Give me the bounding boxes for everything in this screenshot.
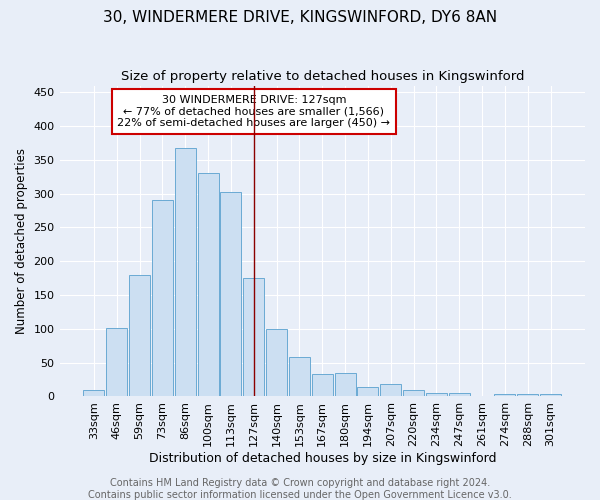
Bar (152, 200, 173, 396)
Bar (312, 374, 333, 396)
Bar (517, 394, 538, 396)
Title: Size of property relative to detached houses in Kingswinford: Size of property relative to detached ho… (121, 70, 524, 83)
Bar (335, 373, 356, 396)
Bar (175, 148, 196, 396)
Y-axis label: Number of detached properties: Number of detached properties (15, 148, 28, 334)
Bar (129, 275, 150, 396)
Bar (243, 278, 264, 396)
Bar (106, 328, 127, 396)
Bar (266, 329, 287, 396)
Bar (494, 394, 515, 396)
Bar (449, 393, 470, 396)
X-axis label: Distribution of detached houses by size in Kingswinford: Distribution of detached houses by size … (149, 452, 496, 465)
Bar (197, 174, 218, 396)
Bar (358, 387, 379, 396)
Text: Contains HM Land Registry data © Crown copyright and database right 2024.
Contai: Contains HM Land Registry data © Crown c… (88, 478, 512, 500)
Bar (289, 358, 310, 397)
Bar (403, 390, 424, 396)
Bar (380, 384, 401, 396)
Bar (83, 390, 104, 396)
Bar (220, 192, 241, 396)
Bar (540, 394, 561, 396)
Text: 30, WINDERMERE DRIVE, KINGSWINFORD, DY6 8AN: 30, WINDERMERE DRIVE, KINGSWINFORD, DY6 … (103, 10, 497, 25)
Text: 30 WINDERMERE DRIVE: 127sqm
← 77% of detached houses are smaller (1,566)
22% of : 30 WINDERMERE DRIVE: 127sqm ← 77% of det… (118, 95, 391, 128)
Bar (426, 393, 447, 396)
